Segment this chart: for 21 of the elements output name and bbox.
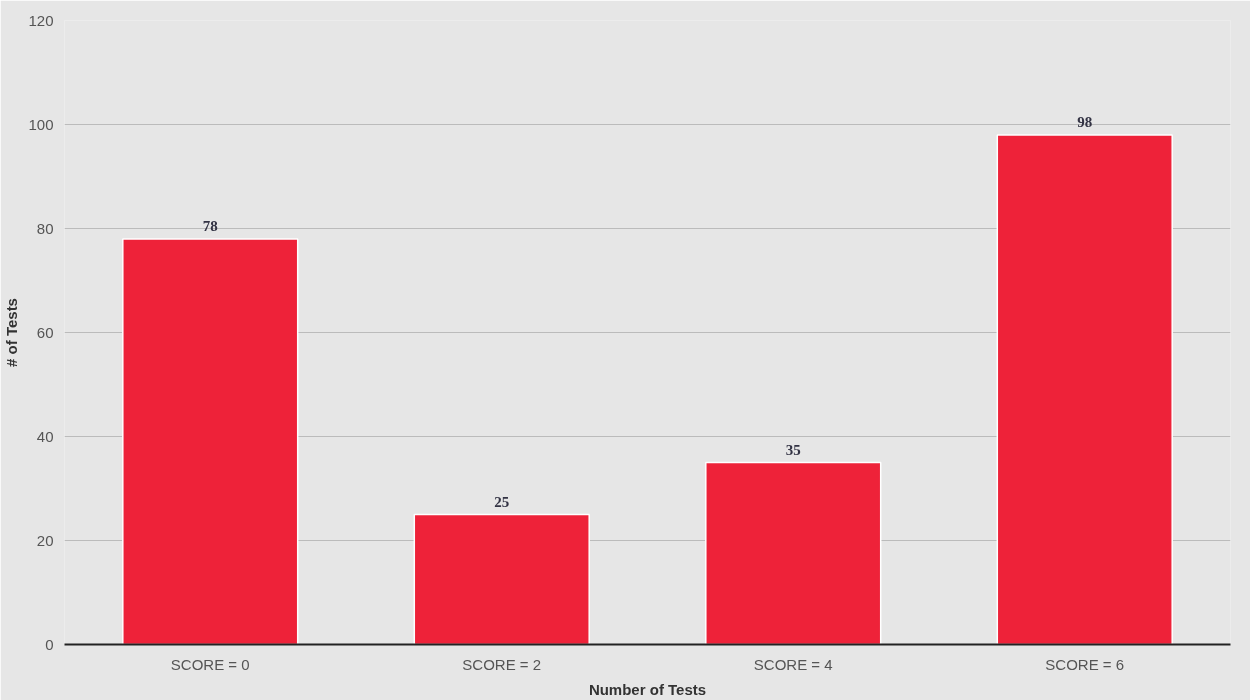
bar bbox=[996, 134, 1173, 645]
y-tick-label: 40 bbox=[36, 427, 54, 445]
data-label: 35 bbox=[785, 441, 801, 458]
data-label: 25 bbox=[494, 493, 510, 510]
data-label: 98 bbox=[1077, 113, 1093, 130]
x-tick-label: SCORE = 4 bbox=[753, 655, 833, 673]
bar bbox=[122, 238, 299, 645]
y-tick-label: 120 bbox=[28, 11, 54, 29]
x-axis-title: Number of Tests bbox=[588, 680, 707, 698]
x-tick-label: SCORE = 2 bbox=[462, 655, 542, 673]
y-tick-label: 100 bbox=[28, 115, 54, 133]
y-tick-label: 60 bbox=[36, 323, 54, 341]
bar bbox=[413, 513, 590, 645]
y-tick-label: 20 bbox=[36, 531, 54, 549]
y-tick-label: 80 bbox=[36, 219, 54, 237]
data-label: 78 bbox=[202, 217, 218, 234]
y-tick-label: 0 bbox=[45, 635, 54, 653]
x-tick-label: SCORE = 6 bbox=[1045, 655, 1125, 673]
x-tick-label: SCORE = 0 bbox=[170, 655, 250, 673]
bar bbox=[705, 461, 882, 645]
y-axis-title: # of Tests bbox=[3, 298, 21, 367]
